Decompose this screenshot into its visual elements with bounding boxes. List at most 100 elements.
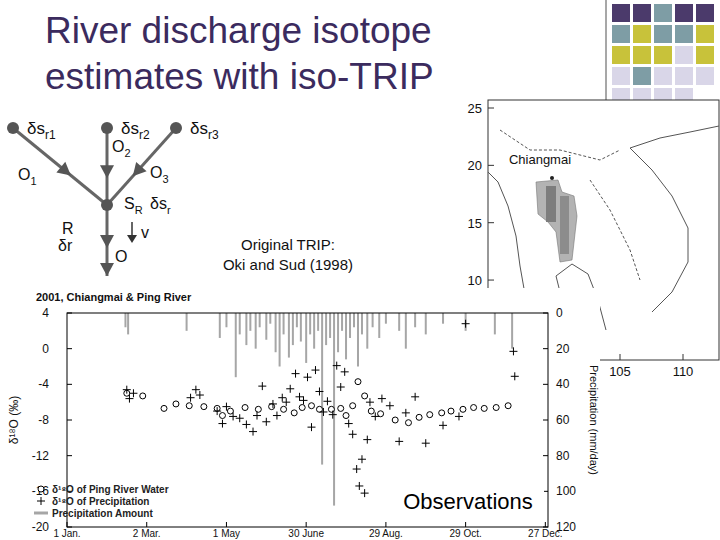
precip-bar [259,313,261,327]
plus-point [296,393,304,401]
circle-point [416,414,422,420]
legend-label: δ¹⁸O of Ping River Water [52,484,169,495]
plus-point [345,420,353,428]
circle-point [439,410,445,416]
precip-bar [341,313,343,331]
flow-arrow [100,165,114,178]
circle-point [448,408,454,414]
deco-square [675,67,693,85]
storage-label: SR [124,195,143,216]
circle-point [186,403,192,409]
y-tick-label: 4 [42,306,49,320]
velocity-arrow-head [127,235,137,243]
plus-point [333,362,341,370]
precip-bar [405,313,407,349]
x-tick-label: 1 Jan. [53,528,80,539]
precip-bar [349,313,351,338]
x-tick [306,522,307,527]
plus-point [123,386,131,394]
basin-area [536,180,577,262]
y2-tick-label: 60 [556,413,570,427]
y-tick-label: -20 [32,520,50,534]
precip-bar [239,313,241,334]
plus-point [300,396,308,404]
deco-square [633,4,651,22]
circle-point [281,406,287,412]
precip-bar [265,313,267,340]
x-tick-label: 29 Oct. [449,528,481,539]
deco-square [612,67,630,85]
circle-point [308,403,314,409]
circle-point [481,405,487,411]
trip-diagram: δsr1δsr2δsr3O1O2O3SRδsrRδrvO [7,119,219,276]
grid-node [101,122,113,134]
outflow-label-sub: 1 [30,175,36,187]
outflow-label-main: O [112,138,124,155]
map-lon-label: 110 [673,364,694,379]
deco-square [633,25,651,43]
y2-tick [543,455,548,456]
precip-bar [378,313,380,338]
plus-point [402,409,410,417]
circle-point [338,405,344,411]
plus-point [187,394,195,402]
deco-line [605,0,607,112]
deco-square [675,46,693,64]
x-tick-label: 1 May [213,528,240,539]
circle-point [161,405,167,411]
plus-point [395,437,403,445]
legend-swatch [38,486,44,492]
precip-bar [366,313,368,349]
plus-point [242,420,250,428]
storage-isotope-label: δsr [150,195,171,216]
plus-point [361,489,369,497]
circle-point [460,406,466,412]
precip-bar [288,313,290,358]
precip-bar [353,313,355,327]
y2-tick [543,384,548,385]
deco-square [612,25,630,43]
y-axis-label: δ¹⁸O (‰) [7,396,21,444]
circle-point [219,413,225,419]
deco-square [654,25,672,43]
y-tick-label: -4 [38,377,49,391]
storage-isotope-label-sub: r [167,204,171,216]
plus-point [439,421,447,429]
plus-point [422,439,430,447]
y-tick-label: -8 [38,413,49,427]
precip-bar [329,313,331,338]
plus-point [262,418,270,426]
map-lat-label: 10 [468,273,482,288]
velocity-label: v [141,224,149,241]
map-lat-tick [488,222,494,223]
storage-label-main: S [124,195,135,212]
y2-tick [543,348,548,349]
legend-label: δ¹⁸O of Precipitation [52,496,149,507]
plus-point [129,389,137,397]
circle-point [201,404,207,410]
map-coastline [590,180,640,280]
legend: δ¹⁸O of Ping River Waterδ¹⁸O of Precipit… [34,484,169,519]
chart-background [26,288,600,540]
decoration [606,0,714,112]
map-coastline [630,148,688,312]
source-label-sub: r3 [208,128,219,142]
plus-point [323,397,331,405]
plus-point [386,402,394,410]
precip-bar [425,313,427,334]
plus-point [509,347,517,355]
storage-label-sub: R [135,204,143,216]
plus-point [273,412,281,420]
deco-square [654,4,672,22]
precip-bar [225,313,227,327]
plus-point [229,412,237,420]
precip-bar [337,313,339,352]
x-tick [545,522,546,527]
plus-point [358,455,366,463]
flow-arrow [56,162,71,176]
precip-bar [305,313,307,363]
circle-point [173,401,179,407]
deco-square [612,4,630,22]
plus-point [213,407,221,415]
x-tick [226,522,227,527]
